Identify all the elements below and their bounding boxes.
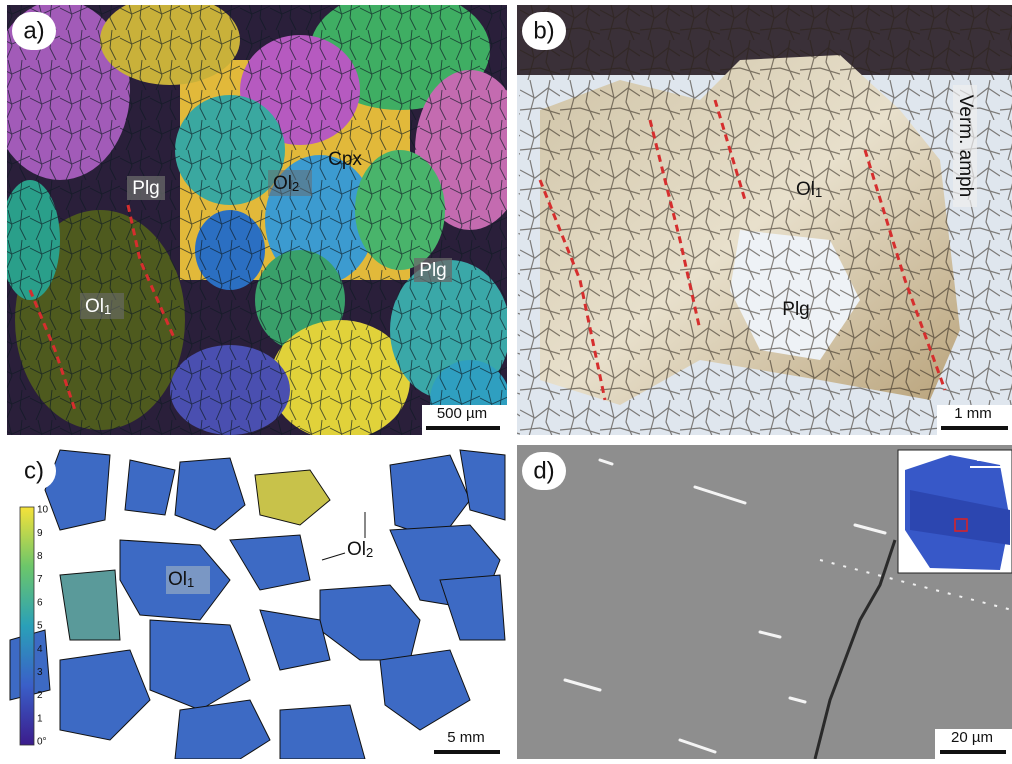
panel-label: d) (533, 457, 554, 484)
annotation: Cpx (328, 149, 362, 170)
inset-scale-bar-label: 1 mm (976, 452, 1004, 464)
panel-label: b) (533, 17, 554, 44)
colorbar-label: 6 (37, 597, 43, 608)
annotation: Verm. amph (955, 95, 976, 197)
panel-label: c) (24, 457, 44, 484)
annotation-subscript: 1 (187, 575, 194, 590)
colorbar-label: 2 (37, 690, 43, 701)
colorbar-label: 8 (37, 551, 43, 562)
colorbar-label: 7 (37, 574, 43, 585)
annotation-text: Ol (168, 569, 187, 590)
colorbar-label: 0° (37, 737, 47, 748)
annotation-text: Ol (796, 179, 815, 200)
scale-bar-label: 500 µm (437, 405, 487, 422)
scale-bar-label: 5 mm (447, 729, 485, 746)
colorbar-label: 3 (37, 667, 43, 678)
annotation-subscript: 1 (104, 302, 111, 317)
annotation: Ol1 (85, 296, 111, 317)
annotation-subscript: 2 (366, 545, 373, 560)
colorbar-label: 4 (37, 644, 43, 655)
scale-bar-label: 1 mm (954, 405, 992, 422)
annotation: Ol2 (273, 173, 299, 194)
annotation-text: Ol (273, 173, 292, 194)
panel-d-image (517, 445, 1012, 759)
annotation-text: Ol (347, 539, 366, 560)
panel-label-bg (12, 12, 56, 50)
annotation-text: Ol (85, 296, 104, 317)
annotation: Ol1 (796, 179, 822, 200)
panel-a-image (7, 5, 507, 435)
panel-c-image (7, 445, 507, 759)
annotation: Plg (419, 260, 446, 281)
scale-bar-label: 20 µm (951, 729, 993, 746)
annotation-subscript: 1 (815, 185, 822, 200)
colorbar-label: 5 (37, 621, 43, 632)
annotation: Plg (132, 178, 159, 199)
annotation: Ol1 (168, 569, 194, 590)
panel-d-overlay: d) 1 mm 20 µm (522, 452, 1012, 759)
colorbar-label: 10 (37, 505, 49, 516)
panel-a-overlay: a) Plg Ol2 Cpx Plg Ol1 500 µm (12, 12, 507, 435)
colorbar-label: 9 (37, 528, 43, 539)
colorbar (19, 506, 35, 746)
panel-label: a) (23, 17, 44, 44)
annotation: Plg (782, 299, 809, 320)
annotation: Ol2 (347, 539, 373, 560)
panel-b-overlay: b) Verm. amph Ol1 Plg 1 mm (522, 12, 1012, 435)
annotation-subscript: 2 (292, 179, 299, 194)
panel-b-image (517, 5, 1012, 435)
colorbar-label: 1 (37, 713, 43, 724)
